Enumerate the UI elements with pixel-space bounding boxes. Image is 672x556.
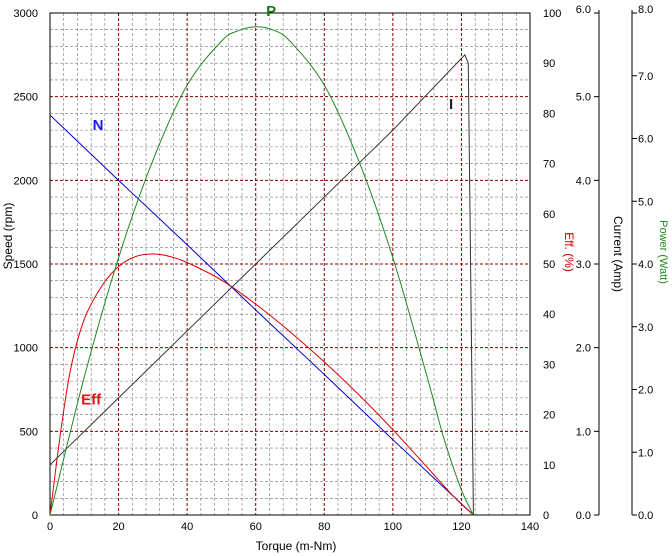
- x-tick-label: 0: [47, 521, 53, 533]
- speed-tick-label: 1000: [14, 343, 38, 355]
- power-tick-label: 3.0: [638, 322, 653, 334]
- power-tick-label: 2.0: [638, 385, 653, 397]
- series-label-p: P: [266, 3, 276, 20]
- eff-axis-label: Eff. (%): [562, 232, 576, 272]
- series-line-eff: [49, 253, 474, 516]
- series-label-n: N: [93, 117, 104, 134]
- current-tick-label: 5.0: [576, 92, 591, 104]
- current-tick-label: 1.0: [576, 426, 591, 438]
- speed-tick-label: 1500: [14, 259, 38, 271]
- eff-tick-label: 30: [543, 359, 555, 371]
- eff-tick-label: 60: [543, 209, 555, 221]
- eff-tick-label: 80: [543, 108, 555, 120]
- series-line-n: [49, 114, 474, 516]
- series-label-i: I: [449, 96, 453, 113]
- current-axis-label: Current (Amp): [611, 216, 625, 292]
- speed-tick-label: 2500: [14, 92, 38, 104]
- power-tick-label: 5.0: [638, 196, 653, 208]
- x-tick-label: 100: [384, 521, 402, 533]
- x-tick-label: 40: [181, 521, 193, 533]
- x-tick-label: 140: [521, 521, 539, 533]
- current-tick-label: 6.0: [576, 4, 591, 16]
- current-tick-label: 0.0: [576, 510, 591, 522]
- current-tick-label: 4.0: [576, 175, 591, 187]
- series-label-eff: Eff: [81, 392, 102, 409]
- speed-tick-label: 2000: [14, 175, 38, 187]
- speed-tick-label: 0: [32, 510, 38, 522]
- power-tick-label: 6.0: [638, 134, 653, 146]
- series-line-p: [49, 26, 474, 516]
- eff-tick-label: 100: [543, 8, 561, 20]
- power-tick-label: 1.0: [638, 447, 653, 459]
- speed-axis-label: Speed (rpm): [1, 203, 15, 270]
- speed-tick-label: 500: [20, 426, 38, 438]
- eff-tick-label: 0: [543, 510, 549, 522]
- eff-tick-label: 90: [543, 58, 555, 70]
- eff-tick-label: 70: [543, 159, 555, 171]
- power-axis-label: Power (Watt): [657, 220, 669, 284]
- plot-area-frame: [49, 12, 531, 516]
- x-tick-label: 60: [250, 521, 262, 533]
- x-tick-label: 80: [318, 521, 330, 533]
- current-tick-label: 2.0: [576, 343, 591, 355]
- series: [49, 26, 474, 516]
- series-line-i: [49, 53, 474, 516]
- eff-tick-label: 20: [543, 410, 555, 422]
- x-tick-label: 120: [452, 521, 470, 533]
- speed-tick-label: 3000: [14, 8, 38, 20]
- x-tick-label: 20: [112, 521, 124, 533]
- power-tick-label: 0.0: [638, 510, 653, 522]
- annotations: N Eff I P: [81, 3, 453, 408]
- eff-tick-label: 50: [543, 259, 555, 271]
- current-tick-label: 3.0: [576, 259, 591, 271]
- power-tick-label: 8.0: [638, 4, 653, 16]
- power-tick-label: 7.0: [638, 71, 653, 83]
- power-tick-label: 4.0: [638, 259, 653, 271]
- x-axis-label: Torque (m-Nm): [256, 539, 337, 553]
- eff-tick-label: 40: [543, 309, 555, 321]
- eff-tick-label: 10: [543, 460, 555, 472]
